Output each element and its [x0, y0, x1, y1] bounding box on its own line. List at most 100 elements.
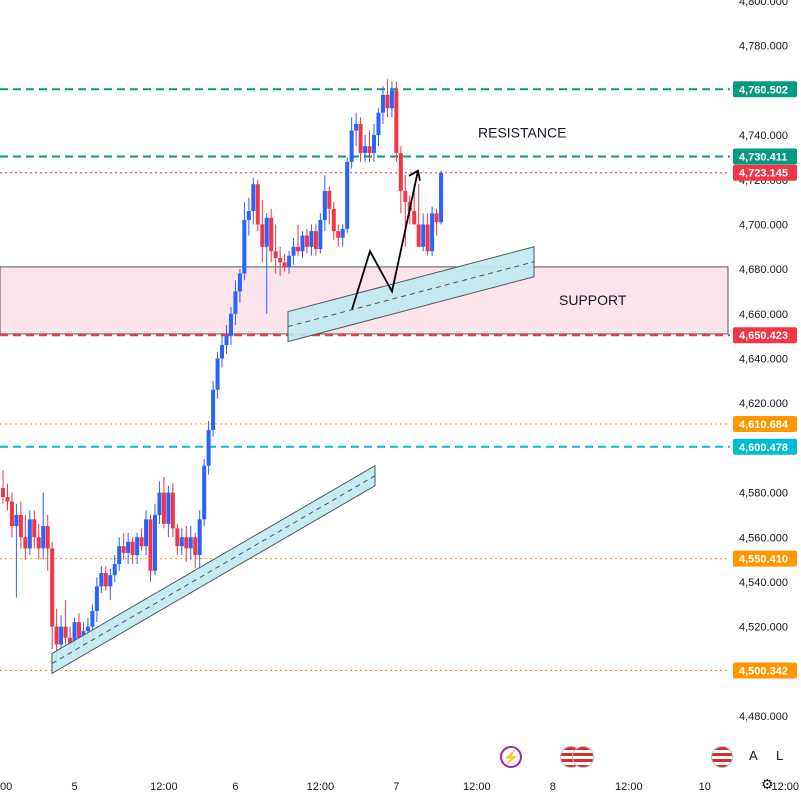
candle-down [1, 470, 5, 504]
candle-body [327, 190, 332, 209]
candle-down [103, 566, 108, 591]
price-tag-text: 4,760.502 [739, 84, 788, 96]
candle-up [318, 213, 323, 254]
candle-down [23, 514, 28, 560]
us-flag-icon[interactable] [711, 746, 733, 768]
price-tick-label: 4,700.000 [739, 219, 788, 231]
price-tag-bg [733, 662, 797, 679]
price-axis: 4,480.0004,500.0004,520.0004,540.0004,56… [739, 0, 788, 723]
candle-down [9, 492, 14, 538]
price-tag-text: 4,723.145 [739, 168, 788, 180]
candle-body [139, 537, 144, 547]
candle-body [1, 488, 5, 498]
candle-body [421, 224, 426, 247]
price-tick-label: 4,520.000 [739, 622, 788, 634]
candle-body [434, 213, 439, 223]
time-tick-label: 12:00 [771, 781, 799, 793]
candle-body [103, 573, 108, 587]
candle-up [211, 380, 216, 437]
lightning-icon[interactable]: ⚡ [500, 746, 522, 768]
candle-body [108, 575, 113, 587]
candle-up [264, 213, 269, 314]
candle-down [32, 510, 37, 549]
candle-up [144, 510, 149, 556]
candle-up [376, 108, 381, 147]
candle-body [425, 224, 430, 252]
candle-body [117, 546, 122, 565]
candle-up [380, 85, 385, 124]
candle-up [224, 324, 229, 355]
candle-up [389, 81, 394, 118]
candle-up [228, 307, 233, 346]
candle-up [108, 568, 113, 600]
candle-up [372, 123, 377, 162]
candle-up [135, 532, 140, 565]
candle-up [179, 528, 184, 556]
candle-body [148, 519, 153, 571]
time-axis: 12:00 5 12:00 6 12:00 7 12:00 8 12:00 10 12:00 [0, 781, 799, 793]
price-tick-label: 4,640.000 [739, 354, 788, 366]
candle-body [273, 251, 278, 258]
candle-body [36, 537, 41, 549]
candle-body [157, 492, 162, 515]
candle-up [354, 112, 359, 147]
candle-down [398, 146, 403, 214]
price-tag: 4,650.423 [733, 327, 797, 344]
candle-body [144, 519, 149, 547]
price-tick-label: 4,660.000 [739, 309, 788, 321]
candle-down [313, 224, 318, 256]
candle-down [273, 224, 278, 274]
candle-body [152, 514, 157, 571]
candle-up [188, 526, 193, 560]
candle-body [287, 255, 292, 267]
candle-body [76, 622, 81, 638]
lower-channel [51, 464, 376, 675]
candle-down [394, 81, 399, 162]
candle-body [412, 211, 417, 225]
candle-body [336, 231, 341, 238]
candle-down [336, 224, 341, 247]
candle-up [349, 117, 354, 169]
candle-body [389, 90, 394, 109]
candle-body [372, 135, 377, 153]
candle-down [36, 523, 41, 560]
gear-icon[interactable]: ⚙ [761, 776, 774, 792]
log-scale-button[interactable]: L [776, 748, 784, 763]
candle-up [126, 532, 131, 565]
candle-up [363, 135, 368, 162]
price-tag: 4,730.411 [733, 148, 797, 165]
candle-body [233, 291, 238, 314]
candle-body [130, 541, 135, 556]
candle-body [179, 537, 184, 547]
us-flag-icon[interactable] [572, 746, 594, 768]
auto-scale-button[interactable]: A [749, 748, 758, 763]
candle-body [18, 514, 23, 538]
price-tag: 4,760.502 [733, 81, 797, 98]
candle-down [403, 175, 408, 247]
candle-body [224, 336, 229, 346]
candle-body [72, 622, 77, 645]
arrow-head-icon [408, 169, 421, 181]
candle-body [202, 465, 207, 520]
candle-body [376, 112, 381, 136]
candle-down [269, 208, 274, 263]
candle-body [358, 123, 363, 153]
candle-body [291, 246, 296, 256]
candle-body [349, 130, 354, 162]
candle-up [157, 481, 162, 524]
price-tag-bg [733, 327, 797, 344]
candle-body [264, 217, 269, 247]
time-tick-label: 10 [699, 781, 711, 793]
price-tag: 4,500.342 [733, 662, 797, 679]
candle-down [50, 541, 55, 649]
candle-body [380, 94, 385, 113]
candle-down [282, 253, 287, 272]
price-tag: 4,550.410 [733, 550, 797, 567]
candle-up [309, 224, 314, 256]
candle-down [358, 117, 363, 162]
candle-down [45, 514, 50, 571]
candle-up [251, 177, 256, 225]
candle-body [126, 541, 131, 553]
